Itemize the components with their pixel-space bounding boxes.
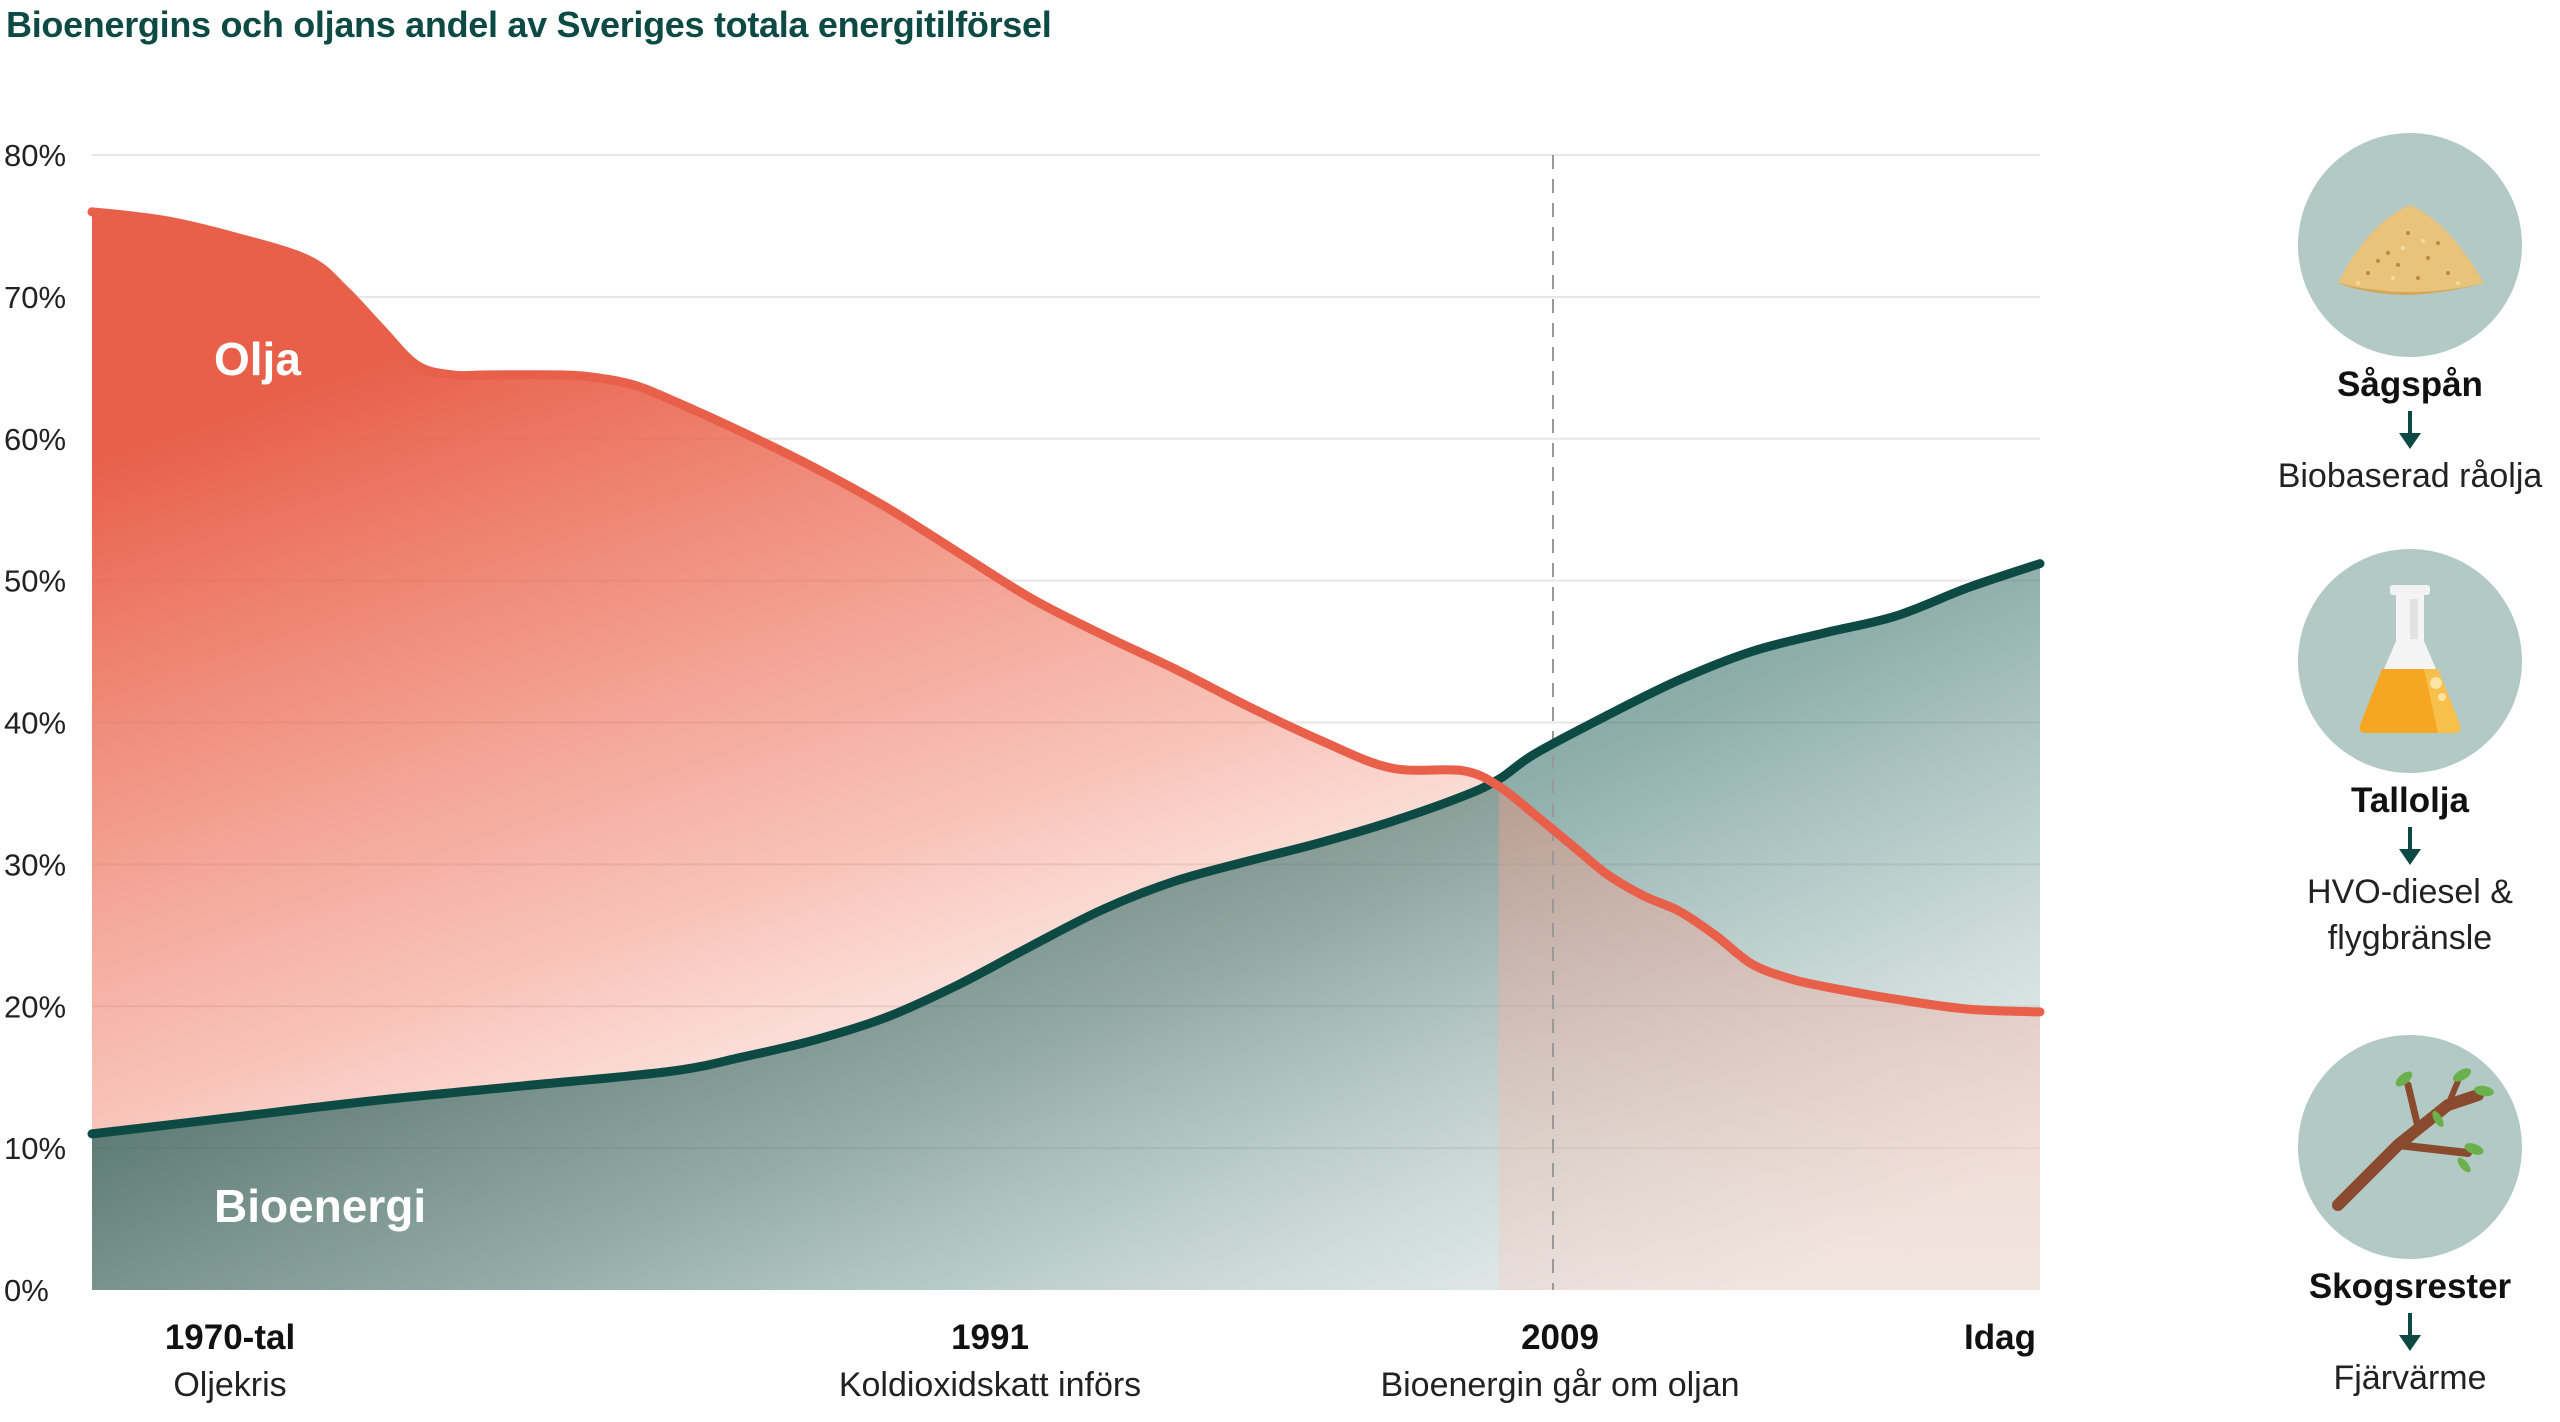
y-tick-label: 70% bbox=[4, 280, 66, 315]
y-tick-label: 50% bbox=[4, 564, 66, 599]
y-tick-label: 80% bbox=[4, 138, 66, 173]
y-tick-label: 30% bbox=[4, 847, 66, 882]
sawdust-icon bbox=[2298, 133, 2522, 357]
sidebar-title-tallolja: Tallolja bbox=[2351, 781, 2469, 820]
y-tick-label: 40% bbox=[4, 706, 66, 741]
y-tick-label: 0% bbox=[4, 1273, 49, 1308]
annotation-year-1970: 1970-tal bbox=[164, 1318, 296, 1357]
sidebar-result-tallolja: HVO-diesel & flygbränsle bbox=[2307, 873, 2513, 957]
sidebar-item-sagspan: Sågspån Biobaserad råolja bbox=[2240, 133, 2560, 499]
chart-title: Bioenergins och oljans andel av Sveriges… bbox=[6, 4, 1052, 45]
y-tick-label: 10% bbox=[4, 1131, 66, 1166]
sidebar-item-tallolja: Tallolja HVO-diesel & flygbränsle bbox=[2240, 549, 2560, 961]
y-tick-label: 20% bbox=[4, 989, 66, 1024]
series-lines bbox=[87, 207, 2045, 1139]
annotation-year-2009: 2009 bbox=[1521, 1318, 1599, 1357]
annotation-year-idag: Idag bbox=[1964, 1318, 2036, 1357]
series-label-olja: Olja bbox=[214, 333, 301, 385]
line-olja bbox=[87, 207, 2045, 1017]
series-label-bioenergi: Bioenergi bbox=[214, 1180, 426, 1232]
area-chart: 0% 10% 20% 30% 40% 50% 60% 70% 80% Olja Bioenerg… bbox=[4, 138, 2045, 1308]
y-tick-label: 60% bbox=[4, 422, 66, 457]
annotation-text-1991: Koldioxidskatt införs bbox=[838, 1366, 1142, 1404]
series-areas bbox=[92, 211, 2040, 1290]
line-bioenergi bbox=[87, 559, 2045, 1139]
y-axis-ticks: 0% 10% 20% 30% 40% 50% 60% 70% 80% bbox=[4, 138, 66, 1308]
branch-icon bbox=[2298, 1035, 2522, 1259]
sidebar-item-skogsrester: Skogsrester Fjärvärme bbox=[2240, 1035, 2560, 1401]
sidebar-result-sagspan: Biobaserad råolja bbox=[2277, 457, 2543, 495]
annotation-year-1991: 1991 bbox=[951, 1318, 1029, 1357]
sidebar-result-skogsrester: Fjärvärme bbox=[2333, 1359, 2487, 1397]
area-olja-overlap bbox=[1498, 786, 2040, 1290]
flask-icon bbox=[2298, 549, 2522, 773]
sidebar-title-skogsrester: Skogsrester bbox=[2308, 1267, 2512, 1306]
annotation-text-1970: Oljekris bbox=[173, 1366, 287, 1404]
sidebar-title-sagspan: Sågspån bbox=[2337, 365, 2483, 404]
annotation-text-2009: Bioenergin går om oljan bbox=[1380, 1366, 1740, 1404]
